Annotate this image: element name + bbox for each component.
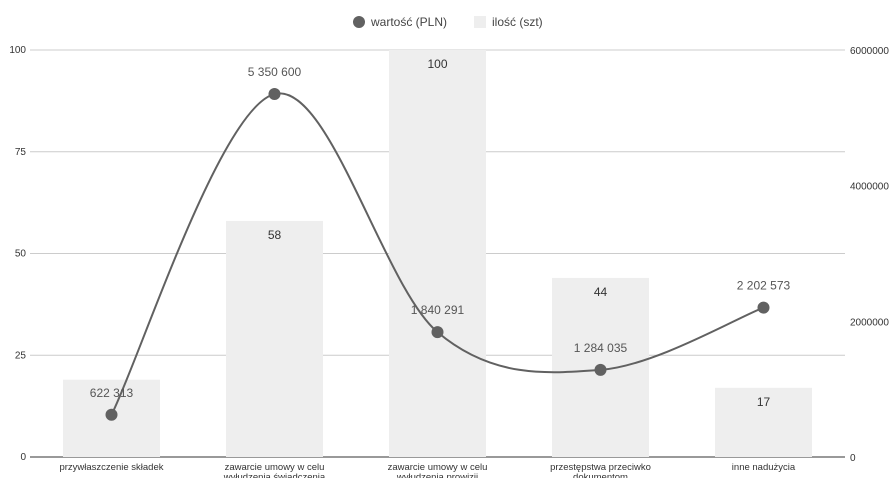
right-tick-label: 6000000 xyxy=(850,46,889,57)
axes: 0 25 50 75 100 0 2000000 4000000 6000000 przywłas… xyxy=(9,45,889,478)
line-series xyxy=(105,88,770,421)
value-label: 1 284 035 xyxy=(574,341,628,355)
bar xyxy=(226,220,323,457)
bar xyxy=(715,387,812,457)
category-label: zawarcie umowy w celu wyłudzenia prowizji xyxy=(388,462,488,478)
value-label: 622 313 xyxy=(90,386,134,400)
bar-label: 100 xyxy=(427,57,447,71)
value-point xyxy=(268,88,281,101)
category-label-line: zawarcie umowy w celu xyxy=(225,462,325,473)
category-label-line: wyłudzenia świadczenia xyxy=(223,472,326,478)
legend-label-wartosc: wartość (PLN) xyxy=(370,15,447,29)
category-label: przestępstwa przeciwko dokumentom xyxy=(550,462,651,478)
category-label-line: wyłudzenia prowizji xyxy=(396,472,478,478)
legend-label-ilosc: ilość (szt) xyxy=(492,15,543,29)
category-label-line: przywłaszczenie składek xyxy=(59,462,163,473)
bar-label: 44 xyxy=(594,285,608,299)
left-tick-label: 0 xyxy=(20,452,26,463)
left-tick-label: 75 xyxy=(15,147,27,158)
value-point xyxy=(431,326,444,339)
category-label-line: dokumentom xyxy=(573,472,628,478)
value-label: 1 840 291 xyxy=(411,303,465,317)
legend-marker-wartosc xyxy=(353,16,365,28)
left-tick-label: 25 xyxy=(15,350,27,361)
category-label-line: przestępstwa przeciwko xyxy=(550,462,651,473)
data-labels: 58 100 44 17 622 313 5 350 600 1 840 291 1 284 … xyxy=(90,57,791,409)
value-point xyxy=(757,301,770,314)
value-label: 2 202 573 xyxy=(737,279,791,293)
bar xyxy=(389,50,486,457)
bar-label: 58 xyxy=(268,228,282,242)
value-point xyxy=(105,408,118,421)
left-tick-label: 50 xyxy=(15,249,27,260)
category-label: inne nadużycia xyxy=(732,462,796,473)
value-label: 5 350 600 xyxy=(248,65,302,79)
legend-marker-ilosc xyxy=(474,16,486,28)
category-label-line: inne nadużycia xyxy=(732,462,796,473)
bar-label: 17 xyxy=(757,395,771,409)
value-line xyxy=(110,92,764,416)
value-point xyxy=(594,363,607,376)
category-label-line: zawarcie umowy w celu xyxy=(388,462,488,473)
right-tick-label: 4000000 xyxy=(850,182,889,193)
bars xyxy=(63,50,812,457)
right-tick-label: 0 xyxy=(850,453,856,464)
category-label: przywłaszczenie składek xyxy=(59,462,163,473)
category-label: zawarcie umowy w celu wyłudzenia świadcze… xyxy=(223,462,326,478)
legend: wartość (PLN) ilość (szt) xyxy=(353,15,543,29)
left-tick-label: 100 xyxy=(9,45,26,56)
right-tick-label: 2000000 xyxy=(850,317,889,328)
